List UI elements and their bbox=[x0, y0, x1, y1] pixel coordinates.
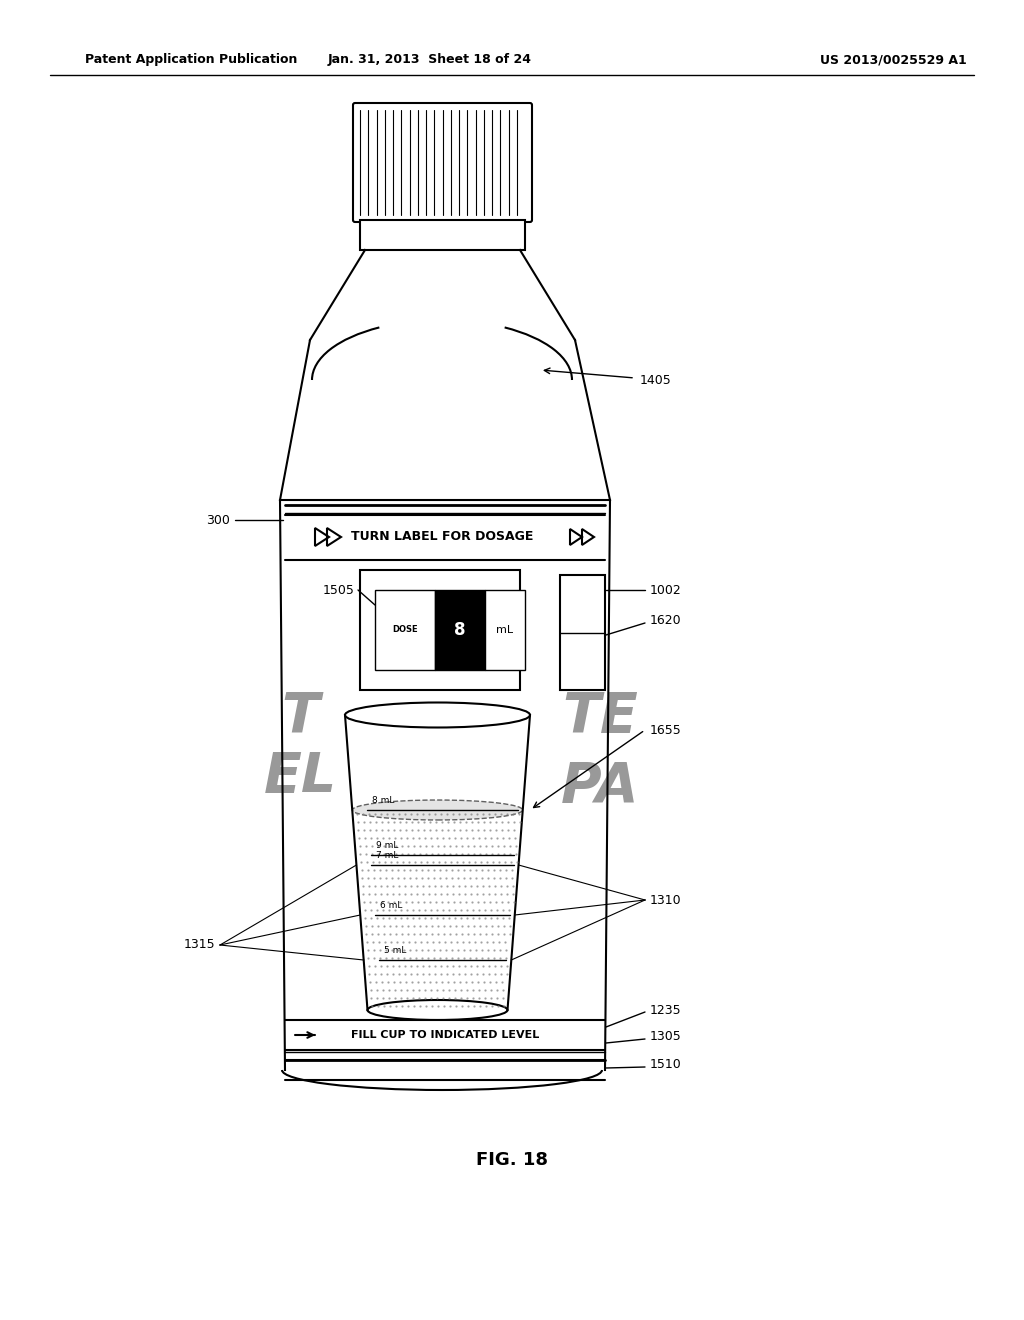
Text: PA: PA bbox=[561, 760, 639, 814]
Text: Patent Application Publication: Patent Application Publication bbox=[85, 54, 297, 66]
Text: FILL CUP TO INDICATED LEVEL: FILL CUP TO INDICATED LEVEL bbox=[351, 1030, 539, 1040]
Text: TE: TE bbox=[562, 690, 638, 744]
Bar bbox=[360, 220, 525, 249]
Text: 6 mL: 6 mL bbox=[380, 902, 402, 909]
Text: 1620: 1620 bbox=[650, 614, 682, 627]
Text: DOSE: DOSE bbox=[392, 626, 418, 635]
Text: Jan. 31, 2013  Sheet 18 of 24: Jan. 31, 2013 Sheet 18 of 24 bbox=[328, 54, 532, 66]
Text: TURN LABEL FOR DOSAGE: TURN LABEL FOR DOSAGE bbox=[351, 531, 534, 544]
Text: 1510: 1510 bbox=[650, 1059, 682, 1072]
Text: T: T bbox=[281, 690, 318, 744]
Text: mL: mL bbox=[497, 624, 514, 635]
Text: 1505: 1505 bbox=[324, 583, 355, 597]
Bar bbox=[435, 590, 485, 671]
Text: 5 mL: 5 mL bbox=[384, 946, 407, 954]
Ellipse shape bbox=[345, 702, 530, 727]
Text: US 2013/0025529 A1: US 2013/0025529 A1 bbox=[820, 54, 967, 66]
FancyBboxPatch shape bbox=[353, 103, 532, 222]
Text: 9 mL: 9 mL bbox=[376, 841, 398, 850]
Text: 1315: 1315 bbox=[183, 939, 215, 952]
Text: 8: 8 bbox=[455, 620, 466, 639]
Text: 8 mL: 8 mL bbox=[373, 796, 394, 805]
Bar bbox=[560, 576, 605, 690]
Bar bbox=[360, 570, 520, 690]
Text: 1310: 1310 bbox=[650, 894, 682, 907]
Bar bbox=[285, 1020, 605, 1049]
Text: 1655: 1655 bbox=[650, 723, 682, 737]
Ellipse shape bbox=[352, 800, 523, 820]
Text: FIG. 18: FIG. 18 bbox=[476, 1151, 548, 1170]
Text: 1235: 1235 bbox=[650, 1003, 682, 1016]
Text: 1002: 1002 bbox=[650, 583, 682, 597]
Text: 300: 300 bbox=[206, 513, 230, 527]
Bar bbox=[285, 515, 605, 560]
Text: EL: EL bbox=[263, 750, 337, 804]
Text: 1405: 1405 bbox=[640, 374, 672, 387]
Bar bbox=[485, 590, 525, 671]
Ellipse shape bbox=[368, 1001, 508, 1020]
Text: 7 mL: 7 mL bbox=[377, 851, 398, 861]
Text: 1305: 1305 bbox=[650, 1031, 682, 1044]
Bar bbox=[375, 590, 435, 671]
